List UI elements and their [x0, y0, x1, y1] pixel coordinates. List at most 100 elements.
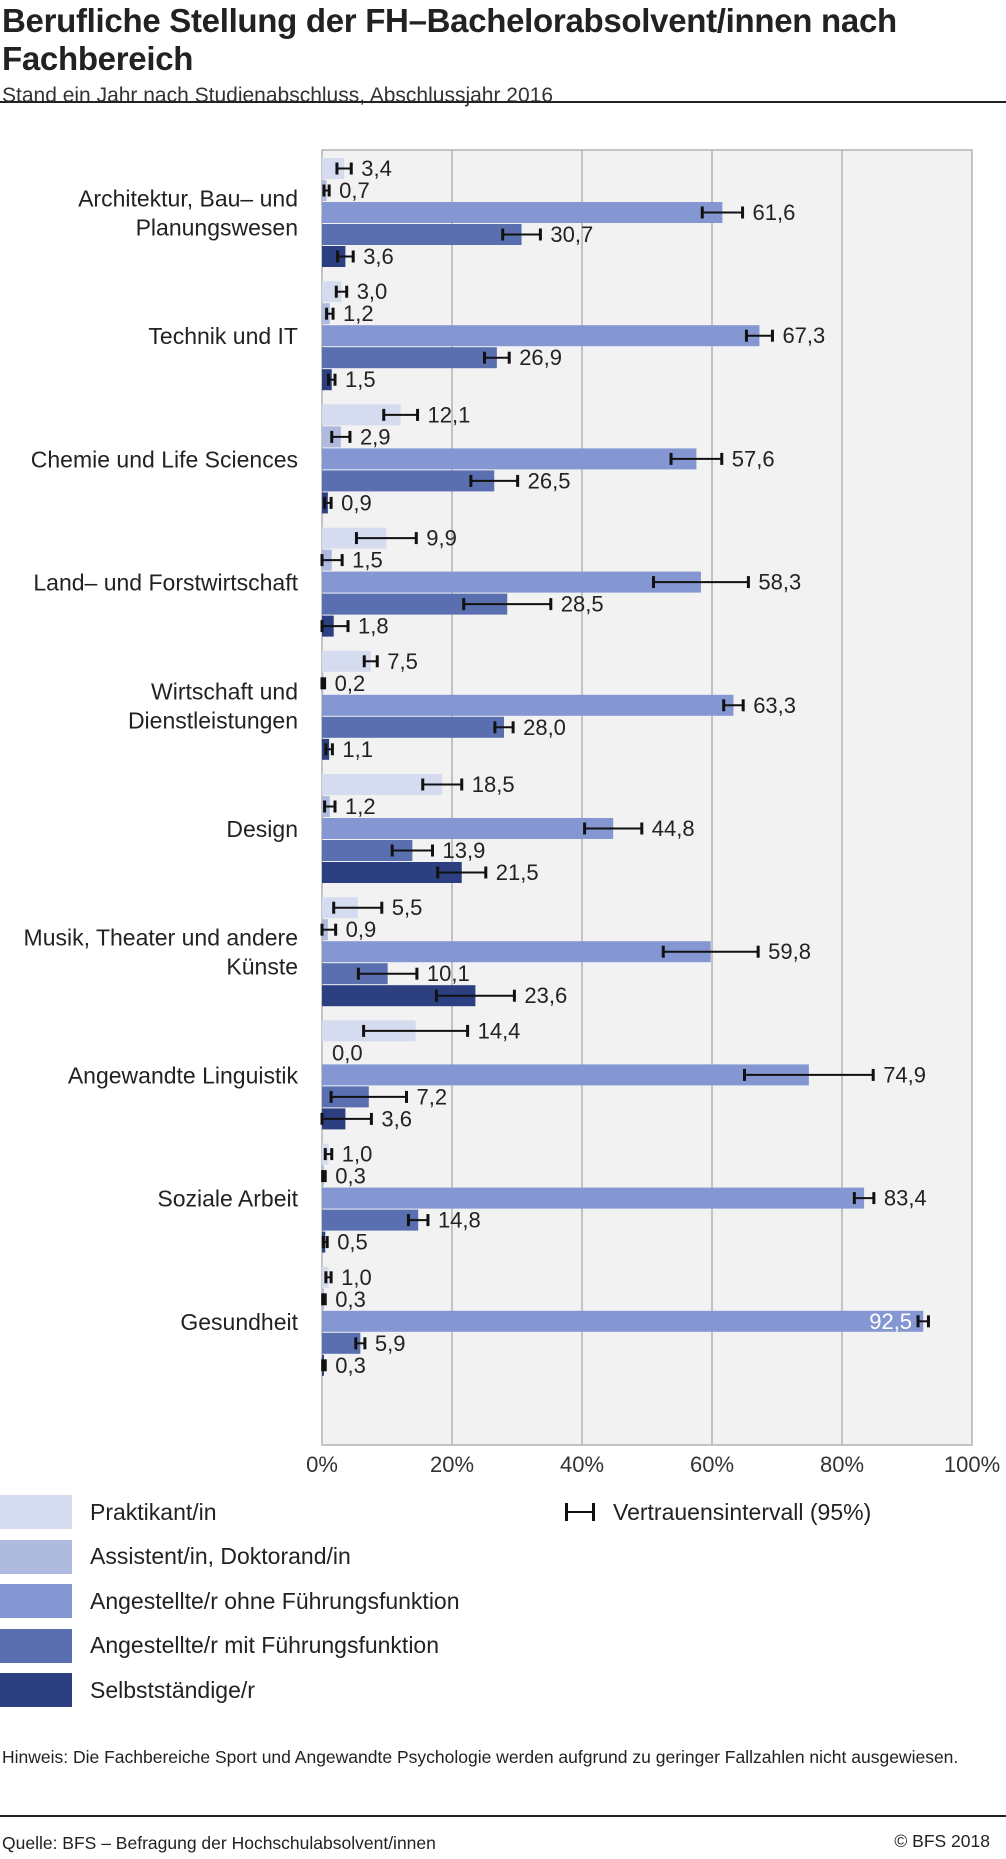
note-text: Hinweis: Die Fachbereiche Sport und Ange… [2, 1747, 959, 1767]
data-label: 0,2 [335, 671, 366, 696]
legend-item: Angestellte/r ohne Führungsfunktion [0, 1584, 460, 1618]
data-label: 12,1 [428, 402, 471, 427]
data-label: 5,9 [375, 1331, 406, 1356]
bar [322, 448, 697, 470]
legend-item: Assistent/in, Doktorand/in [0, 1539, 351, 1574]
data-label: 1,2 [343, 301, 374, 326]
category-label: Künste [226, 954, 298, 980]
data-label: 26,5 [528, 468, 571, 493]
bar [322, 862, 462, 883]
confidence-interval-icon [565, 1503, 595, 1521]
legend-label: Praktikant/in [90, 1498, 217, 1525]
data-label: 0,5 [337, 1230, 368, 1255]
legend-label: Angestellte/r ohne Führungsfunktion [90, 1587, 460, 1614]
category-label: Architektur, Bau– und [78, 186, 298, 212]
data-label: 30,7 [550, 222, 593, 247]
x-tick-label: 60% [690, 1452, 734, 1477]
category-label: Chemie und Life Sciences [31, 446, 298, 472]
data-label: 67,3 [782, 323, 825, 348]
bar [322, 404, 401, 426]
legend-swatch [0, 1628, 72, 1663]
data-label: 21,5 [496, 860, 539, 885]
bar [322, 347, 497, 369]
category-label: Design [226, 816, 298, 842]
top-rule [0, 101, 1006, 103]
bar [322, 325, 760, 347]
bar [322, 818, 614, 839]
category-label: Technik und IT [148, 323, 298, 349]
data-label: 59,8 [768, 939, 811, 964]
source-text: Quelle: BFS – Befragung der Hochschulabs… [2, 1833, 436, 1853]
data-label: 0,9 [346, 917, 377, 942]
data-label: 0,3 [335, 1287, 366, 1312]
data-label: 1,8 [358, 614, 389, 639]
x-tick-label: 40% [560, 1452, 604, 1477]
data-label: 92,5 [869, 1309, 912, 1334]
legend-item: Praktikant/in [0, 1495, 217, 1529]
bar [322, 1310, 924, 1332]
bar [322, 963, 388, 985]
category-label: Land– und Forstwirtschaft [33, 570, 298, 596]
x-tick-label: 20% [430, 1452, 474, 1477]
bar [322, 246, 346, 267]
data-label: 7,5 [387, 649, 418, 674]
bar [322, 941, 711, 963]
data-label: 57,6 [732, 446, 775, 471]
category-label: Angewandte Linguistik [68, 1062, 299, 1088]
bar [322, 840, 413, 861]
data-label: 3,6 [381, 1106, 412, 1131]
legend-swatch [0, 1673, 72, 1707]
bar [322, 1332, 361, 1354]
data-label: 2,9 [360, 424, 391, 449]
legend: Vertrauensintervall (95%) Praktikant/in A… [0, 1495, 1006, 1725]
bottom-rule [0, 1815, 1006, 1817]
data-label: 74,9 [883, 1062, 926, 1087]
bar [322, 158, 345, 179]
bar [322, 224, 522, 245]
category-label: Dienstleistungen [128, 707, 298, 733]
bar [322, 774, 443, 795]
data-label: 28,0 [523, 715, 566, 740]
bar [322, 1187, 865, 1209]
data-label: 0,0 [332, 1040, 363, 1065]
category-label: Wirtschaft und [151, 678, 298, 704]
data-label: 44,8 [652, 816, 695, 841]
data-label: 0,3 [335, 1353, 366, 1378]
data-label: 18,5 [472, 772, 515, 797]
legend-swatch [0, 1495, 72, 1529]
data-label: 14,4 [478, 1018, 521, 1043]
data-label: 1,1 [342, 737, 373, 762]
data-label: 7,2 [417, 1084, 448, 1109]
data-label: 3,4 [361, 156, 392, 181]
data-label: 83,4 [884, 1186, 927, 1211]
data-label: 10,1 [427, 961, 470, 986]
x-tick-label: 100% [944, 1452, 1000, 1477]
data-label: 0,7 [339, 178, 370, 203]
data-label: 23,6 [524, 983, 567, 1008]
bar [322, 694, 734, 716]
data-label: 1,0 [341, 1265, 372, 1290]
category-label: Gesundheit [180, 1309, 298, 1335]
bar [322, 571, 701, 593]
data-label: 0,3 [335, 1164, 366, 1189]
bar [322, 369, 332, 391]
data-label: 1,5 [345, 367, 376, 392]
data-label: 1,2 [345, 794, 376, 819]
chart-title: Berufliche Stellung der FH–Bachelorabsol… [2, 2, 897, 77]
bar [322, 202, 723, 223]
legend-label: Angestellte/r mit Führungsfunktion [90, 1632, 440, 1658]
bar [322, 1209, 419, 1231]
bar [322, 470, 495, 492]
x-tick-label: 0% [306, 1452, 338, 1477]
bar [322, 593, 508, 615]
data-label: 63,3 [753, 693, 796, 718]
legend-item: Angestellte/r mit Führungsfunktion [0, 1628, 440, 1663]
legend-label-confidence-interval: Vertrauensintervall (95%) [613, 1498, 872, 1525]
data-label: 5,5 [392, 895, 423, 920]
legend-item: Selbstständige/r [0, 1673, 255, 1707]
x-tick-label: 80% [820, 1452, 864, 1477]
bar [322, 650, 371, 672]
data-label: 1,0 [342, 1142, 373, 1167]
legend-label: Selbstständige/r [90, 1676, 255, 1703]
bar [322, 527, 387, 549]
